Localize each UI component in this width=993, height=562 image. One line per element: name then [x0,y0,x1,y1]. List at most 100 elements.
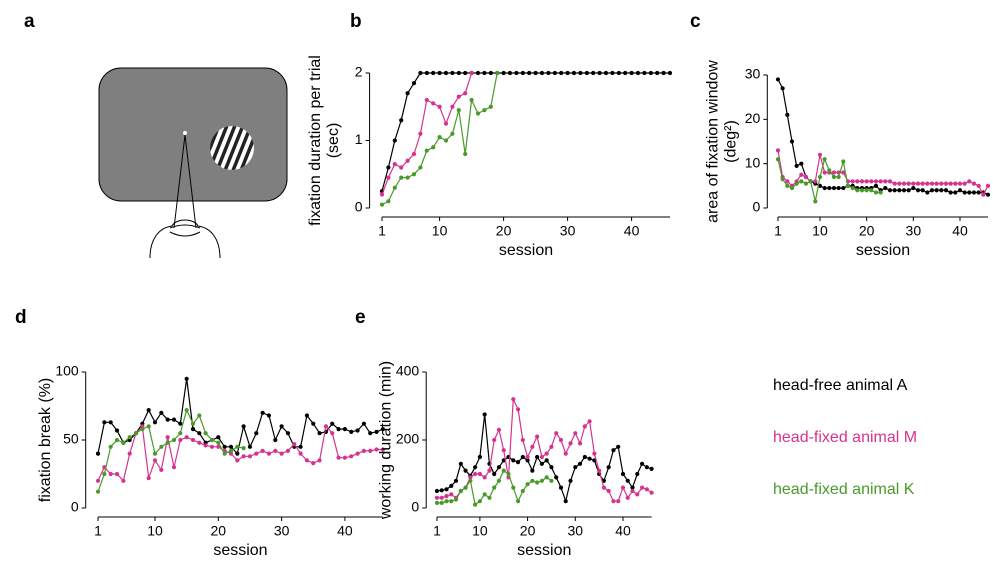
data-point [817,152,823,157]
data-point [539,454,545,460]
data-point [102,420,107,425]
data-point [515,460,521,465]
data-point [392,138,397,143]
data-point [380,447,385,452]
fixation-point [183,131,187,135]
data-point [813,199,818,204]
data-point [298,444,303,449]
data-point [533,70,538,76]
data-point [808,179,813,184]
data-point [976,190,981,195]
data-point [146,475,151,481]
data-point [831,185,837,191]
data-point [883,185,888,191]
data-point [241,446,246,451]
data-point [488,104,493,109]
data-point [386,175,391,180]
data-point [515,499,521,504]
data-point [794,163,799,168]
data-point [957,181,963,186]
data-point [831,174,837,180]
data-point [869,188,874,193]
data-point [449,483,454,488]
y-axis-label: fixation duration per trial [307,55,324,226]
legend-entry: head-fixed animal K [773,481,915,498]
data-point [836,185,841,191]
data-point [511,485,516,490]
data-point [411,81,417,86]
panel-label: c [690,11,701,32]
data-point [108,420,113,425]
data-point [323,424,329,429]
data-point [948,190,953,195]
data-point [292,441,297,447]
data-point [463,468,468,473]
data-point [794,181,799,186]
data-point [477,471,482,477]
data-point [813,179,818,184]
data-point [901,181,907,186]
data-point [892,181,897,186]
data-point [539,478,545,483]
data-point [368,448,373,453]
data-point [873,190,879,195]
data-point [437,135,442,140]
x-axis-label: session [499,242,553,259]
data-point [892,188,897,193]
data-point [190,427,196,432]
data-point [456,70,461,76]
x-tick-label: 1 [774,223,782,239]
data-point [911,181,916,186]
data-point [625,478,630,483]
data-point [639,485,645,490]
x-tick-label: 20 [211,523,227,539]
data-point [506,471,511,477]
data-point [520,454,525,460]
data-point [603,70,609,76]
data-point [304,458,310,463]
data-point [507,70,513,76]
data-point [418,70,423,76]
x-tick-label: 1 [433,523,441,539]
legend: head-free animal A head-fixed animal M hea… [773,377,917,498]
data-point [591,70,596,76]
y-tick-label: 2 [355,64,363,80]
data-point [133,431,139,436]
data-point [487,495,492,500]
data-point [803,174,809,180]
data-point [108,444,113,449]
data-point [241,424,246,429]
data-point [558,485,564,490]
data-point [587,419,592,424]
data-point [667,70,673,76]
data-point [649,490,654,495]
data-point [127,435,132,440]
data-point [159,467,164,473]
data-point [361,448,367,453]
data-point [247,444,253,449]
data-point [121,440,126,445]
data-point [906,188,911,193]
data-point [482,70,487,76]
data-point [630,485,635,490]
data-point [511,458,516,463]
data-point [939,181,944,186]
series-line [777,150,989,196]
data-point [976,183,981,188]
data-point [780,86,785,91]
series-line [777,79,989,196]
data-point [606,488,611,494]
data-point [525,458,530,463]
data-point [443,138,449,143]
data-point [127,451,132,456]
data-point [971,181,977,186]
data-point [235,444,240,449]
data-point [477,454,482,460]
data-point [424,97,429,103]
data-point [458,461,463,466]
data-point [850,185,855,191]
data-point [934,188,939,193]
data-point [444,499,449,504]
data-point [906,181,911,186]
